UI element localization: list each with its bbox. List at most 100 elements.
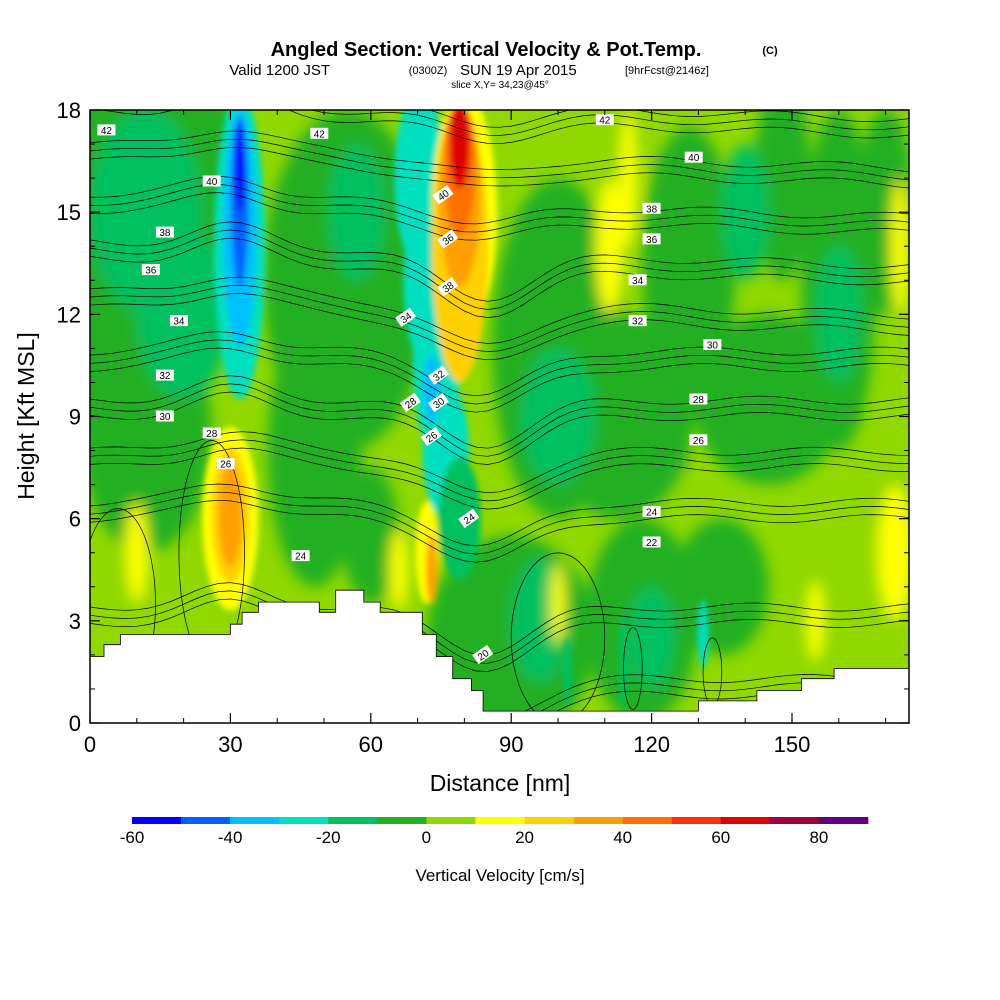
contour-label: 24: [458, 508, 480, 528]
contour-label: 22: [642, 536, 661, 549]
downdraft-area: [520, 348, 596, 485]
downdraft-area: [721, 144, 769, 281]
contour-label-bg: [684, 151, 703, 163]
theta-contour-line: [90, 130, 909, 173]
colorbar-tick-label: 60: [711, 828, 730, 847]
x-tick-label: 30: [218, 732, 242, 757]
colorbar-tick-label: 40: [613, 828, 632, 847]
contour-label-bg: [395, 307, 417, 327]
weak-updraft-area: [125, 501, 149, 604]
contour-label-bg: [291, 550, 310, 562]
contour-label: 26: [420, 426, 442, 447]
contour-label: 42: [97, 124, 116, 137]
x-axis-label: Distance [nm]: [430, 770, 571, 796]
colorbar: -60 -40 -20 0 20 40 60 80: [120, 817, 869, 847]
contour-label-text: 38: [159, 228, 171, 239]
x-tick-label: 150: [774, 732, 811, 757]
contour-label-text: 38: [646, 204, 658, 215]
theta-contour-line: [99, 110, 909, 145]
contour-label: 32: [155, 369, 174, 382]
weak-updraft-area: [618, 110, 638, 247]
contour-label-bg: [427, 392, 449, 413]
theta-contour-line: [90, 431, 909, 494]
colorbar-swatch: [132, 817, 182, 824]
x-tick-label: 60: [359, 732, 383, 757]
forecast-info: [9hrFcst@2146z]: [625, 65, 709, 77]
y-tick-label: 0: [69, 711, 81, 736]
contour-label-bg: [703, 339, 722, 350]
contour-label-text: 42: [314, 129, 326, 140]
contour-label-text: 30: [707, 341, 719, 352]
y-axis-label: Height [Kft MSL]: [13, 332, 39, 499]
theta-contour-line: [90, 491, 909, 555]
colorbar-tick-label: 0: [422, 828, 431, 847]
theta-contour-line: [90, 221, 909, 302]
theta-contour-line: [90, 147, 909, 189]
theta-contour-line: [90, 331, 909, 397]
theta-contour-line: [90, 237, 909, 318]
theta-contour-line: [90, 439, 909, 502]
downdraft-cell: [697, 600, 709, 669]
y-tick-label: 6: [69, 507, 81, 532]
contour-label-bg: [399, 392, 421, 413]
contour-label: 34: [395, 307, 417, 327]
contour-label: 40: [684, 151, 703, 164]
weak-updraft-area: [389, 528, 409, 611]
contour-label: 26: [689, 434, 708, 447]
contour-label-text: 24: [646, 507, 658, 518]
theta-contour-line: [310, 110, 909, 136]
contour-label-bg: [169, 315, 188, 327]
downdraft-area: [628, 586, 675, 689]
contour-label: 38: [642, 202, 661, 215]
weak-updraft-area: [595, 178, 624, 315]
contour-label-bg: [155, 226, 174, 238]
theta-contour-line: [90, 276, 909, 344]
colorbar-tick-label: 80: [809, 828, 828, 847]
theta-contour-line: [90, 293, 909, 361]
contour-label-bg: [432, 185, 454, 205]
contour-label-bg: [310, 127, 329, 139]
contour-label-bg: [628, 315, 647, 327]
colorbar-swatch: [573, 817, 623, 824]
contour-label-text: 24: [295, 552, 307, 563]
contour-label-text: 26: [220, 460, 232, 471]
x-tick-label: 90: [499, 732, 523, 757]
contour-label: 40: [432, 185, 454, 205]
contour-label-text: 32: [159, 371, 171, 382]
weak-downdraft-area: [754, 110, 811, 281]
downdraft-core: [423, 355, 441, 424]
colorbar-tick-label: -60: [120, 828, 145, 847]
contour-label-bg: [595, 114, 614, 126]
weak-downdraft-area: [342, 467, 399, 604]
contour-label-text: 40: [206, 177, 218, 188]
terrain: [90, 590, 909, 723]
contour-label: 20: [472, 644, 494, 665]
colorbar-swatch: [230, 817, 280, 824]
contour-label: 24: [291, 550, 310, 563]
contour-label-bg: [642, 505, 661, 517]
chart-title-unit: (C): [762, 45, 778, 57]
contour-label: 42: [310, 127, 329, 140]
theta-contour-line: [90, 447, 909, 510]
closed-contour: [623, 627, 643, 710]
colorbar-tick-label: -40: [218, 828, 243, 847]
contour-label-bg: [141, 264, 160, 276]
contour-label-bg: [472, 644, 494, 665]
contour-label-text: 34: [173, 317, 185, 328]
contour-label-bg: [202, 175, 221, 187]
downdraft-area: [815, 246, 863, 383]
y-tick-label: 3: [69, 609, 81, 634]
contour-label-text: 32: [632, 317, 644, 328]
downdraft-area: [328, 144, 385, 281]
downdraft-area: [136, 229, 231, 400]
colorbar-swatch: [328, 817, 378, 824]
valid-time-line: Valid 1200 JST (0300Z) SUN 19 Apr 2015 […: [229, 62, 709, 79]
chart-title: Angled Section: Vertical Velocity & Pot.…: [271, 39, 702, 61]
contour-label: 34: [169, 315, 188, 328]
theta-contour-line: [90, 175, 909, 225]
contour-label-bg: [689, 393, 708, 405]
colorbar-swatch: [769, 817, 820, 824]
contour-label: 24: [642, 505, 661, 518]
